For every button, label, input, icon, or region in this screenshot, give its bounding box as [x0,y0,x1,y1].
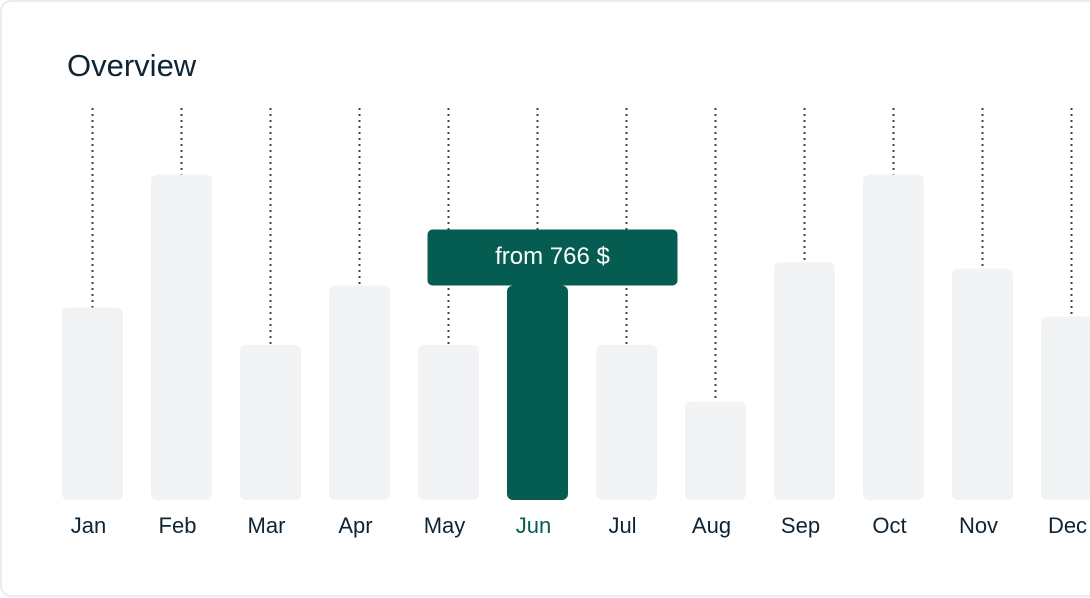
x-tick-label: Apr [338,513,372,538]
bar[interactable] [329,285,390,500]
x-tick-label: Jun [516,513,551,538]
tooltip-pointer [545,284,560,293]
bar[interactable] [774,262,835,500]
bar[interactable] [507,285,568,500]
bar[interactable] [418,344,479,500]
x-tick-label: Jan [71,513,106,538]
bar[interactable] [240,344,301,500]
x-tick-label: Oct [872,513,906,538]
bar[interactable] [952,268,1013,500]
x-tick-label: Aug [692,513,731,538]
x-tick-label: Mar [248,513,286,538]
x-tick-label: Feb [159,513,197,538]
x-tick-label: Dec [1048,513,1087,538]
tooltip-label: from 766 $ [495,243,610,270]
bar[interactable] [62,307,123,500]
x-tick-label: May [424,513,466,538]
x-tick-label: Nov [959,513,998,538]
bar[interactable] [685,401,746,500]
bar[interactable] [596,344,657,500]
chart-title: Overview [67,48,197,83]
bar[interactable] [151,174,212,500]
bar[interactable] [863,174,924,500]
x-tick-label: Sep [781,513,820,538]
tooltip [427,229,678,286]
x-tick-label: Jul [608,513,636,538]
bar[interactable] [1041,316,1090,500]
